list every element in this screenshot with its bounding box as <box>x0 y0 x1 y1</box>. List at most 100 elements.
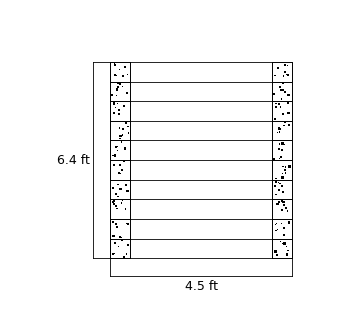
Point <box>119 198 125 203</box>
Bar <box>272 121 292 141</box>
Point <box>279 147 285 152</box>
Point <box>111 201 117 207</box>
Point <box>286 100 291 106</box>
Point <box>113 191 119 197</box>
Point <box>274 221 279 226</box>
Point <box>280 141 285 146</box>
Point <box>114 87 120 92</box>
Point <box>283 244 289 249</box>
Point <box>276 127 282 132</box>
Point <box>277 84 283 90</box>
Point <box>115 148 121 153</box>
Point <box>117 136 123 141</box>
Point <box>277 142 282 147</box>
Bar <box>272 160 292 180</box>
Point <box>110 186 116 191</box>
Point <box>280 241 286 246</box>
Point <box>110 199 115 204</box>
Point <box>119 139 124 145</box>
Bar <box>110 199 130 219</box>
Point <box>114 101 120 106</box>
Point <box>113 144 119 149</box>
Point <box>281 123 287 128</box>
Point <box>125 189 131 194</box>
Point <box>115 182 120 187</box>
Point <box>115 244 121 249</box>
Bar <box>110 239 130 258</box>
Point <box>282 241 287 246</box>
Point <box>274 179 279 184</box>
Bar <box>272 199 292 219</box>
Point <box>118 235 124 240</box>
Point <box>113 221 119 227</box>
Point <box>286 248 291 253</box>
Bar <box>110 81 130 101</box>
Point <box>116 171 122 176</box>
Bar <box>272 141 292 160</box>
Point <box>276 181 282 186</box>
Bar <box>272 239 292 258</box>
Point <box>112 251 118 256</box>
Point <box>278 104 283 110</box>
Point <box>279 198 285 203</box>
Point <box>285 73 291 78</box>
Point <box>282 89 288 95</box>
Point <box>285 252 290 257</box>
Point <box>117 234 123 239</box>
Point <box>120 84 125 89</box>
Bar <box>272 62 292 81</box>
Point <box>122 146 127 151</box>
Bar <box>110 101 130 121</box>
Point <box>279 221 284 226</box>
Point <box>111 233 116 238</box>
Point <box>283 170 288 176</box>
Point <box>283 206 288 211</box>
Bar <box>272 180 292 199</box>
Point <box>277 129 282 135</box>
Point <box>271 91 276 96</box>
Point <box>114 73 120 78</box>
Point <box>287 164 292 169</box>
Point <box>286 92 292 97</box>
Point <box>285 208 291 214</box>
Point <box>112 72 118 77</box>
Point <box>279 183 285 188</box>
Point <box>286 220 292 225</box>
Point <box>274 253 280 258</box>
Point <box>115 144 120 149</box>
Text: 6.4 ft: 6.4 ft <box>58 154 90 166</box>
Point <box>113 105 118 110</box>
Point <box>125 124 131 129</box>
Point <box>118 81 123 86</box>
Point <box>115 80 120 85</box>
Point <box>282 120 288 125</box>
Point <box>278 239 283 244</box>
Point <box>125 221 131 227</box>
Point <box>112 61 118 66</box>
Point <box>273 183 278 189</box>
Point <box>271 156 276 161</box>
Point <box>112 153 118 158</box>
Point <box>116 107 122 112</box>
Point <box>281 226 287 231</box>
Point <box>282 70 288 75</box>
Bar <box>110 141 130 160</box>
Point <box>284 72 290 77</box>
Point <box>125 242 131 248</box>
Point <box>277 156 282 161</box>
Point <box>280 80 286 86</box>
Point <box>273 176 279 181</box>
Point <box>120 132 125 137</box>
Point <box>121 159 126 164</box>
Point <box>124 251 129 257</box>
Bar <box>110 121 130 141</box>
Point <box>282 62 288 68</box>
Bar <box>110 219 130 239</box>
Point <box>110 251 116 257</box>
Point <box>121 254 127 260</box>
Point <box>276 102 282 107</box>
Point <box>117 126 122 131</box>
Point <box>112 101 117 106</box>
Point <box>122 64 128 70</box>
Point <box>109 93 115 98</box>
